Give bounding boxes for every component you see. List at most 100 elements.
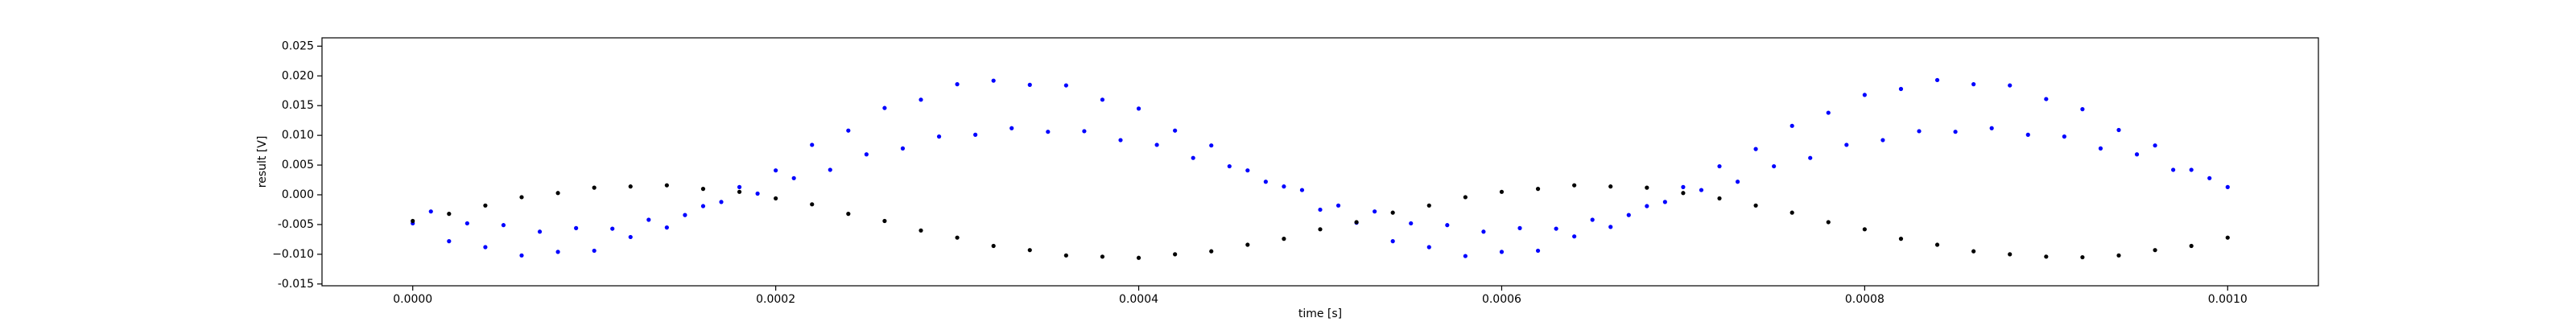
point [2153,143,2157,148]
point [900,146,906,151]
point [2080,254,2085,260]
point [1245,242,1250,247]
point [882,105,887,110]
point [936,134,942,139]
point [1318,207,1323,213]
point [483,245,488,250]
y-tick-label: 0.015 [282,99,314,112]
point [1136,106,1141,111]
x-tick-label: 0.0002 [756,293,795,306]
point [519,253,524,258]
point [1535,248,1541,254]
point [1499,250,1505,254]
point [1390,239,1395,244]
point [846,128,851,133]
point [991,243,996,249]
point [1245,168,1250,173]
point [1481,229,1486,234]
point [1898,237,1904,242]
point [1880,138,1885,142]
point [991,78,996,83]
point [1027,82,1032,87]
point [1772,163,1777,169]
point [537,229,543,234]
point [1463,195,1468,200]
point [1282,237,1286,242]
point [1790,210,1794,215]
point [882,218,887,224]
point [1844,142,1849,147]
point [1318,227,1323,232]
point [2189,243,2194,249]
point [2008,83,2013,88]
point [1862,227,1867,232]
point [1753,147,1758,151]
point [2098,146,2103,151]
point [1826,220,1831,225]
point [864,152,869,157]
x-axis-label: time [s] [1298,308,1342,320]
point [1953,130,1958,134]
y-axis-label: result [V] [256,136,269,188]
point [1790,123,1794,128]
point [1063,83,1068,88]
point [2153,248,2157,253]
point [555,250,560,254]
point [411,218,415,224]
point [1463,254,1468,258]
point [1554,226,1558,231]
point [1426,203,1431,208]
y-tick-label: 0.010 [282,129,314,142]
point [1517,225,1522,230]
point [1100,97,1105,102]
point [1590,217,1595,222]
point [955,82,960,87]
point [955,235,960,240]
point [700,204,706,208]
point [2044,97,2049,101]
point [1535,187,1541,192]
point [1572,183,1577,188]
point [1100,254,1105,259]
point [1681,191,1686,196]
point [1136,255,1141,260]
y-tick-label: -0.015 [278,278,314,291]
point [1227,163,1232,169]
x-tick-label: 0.0008 [1845,293,1885,306]
point [737,189,742,194]
point [1009,126,1014,130]
point [1681,184,1686,189]
point [1645,204,1649,208]
point [628,184,633,189]
point [1934,242,1940,247]
point [1645,185,1649,190]
point [1354,220,1359,225]
point [1409,221,1414,226]
point [2207,175,2212,180]
point [664,225,669,230]
point [1082,129,1087,134]
point [464,221,469,226]
point [919,97,923,102]
point [1063,253,1068,258]
point [1662,200,1667,204]
point [1826,110,1831,115]
point [846,212,851,217]
x-tick-label: 0.0000 [393,293,432,306]
point [919,228,923,233]
point [2134,152,2140,157]
y-tick-label: −0.010 [272,248,314,261]
point [1717,163,1722,169]
point [1572,234,1577,239]
y-tick-label: 0.005 [282,159,314,171]
point [1626,213,1631,217]
point [628,234,633,240]
point [1173,252,1178,257]
point [755,191,760,196]
point [664,183,669,188]
point [2225,184,2230,189]
y-tick-label: 0.025 [282,39,314,52]
